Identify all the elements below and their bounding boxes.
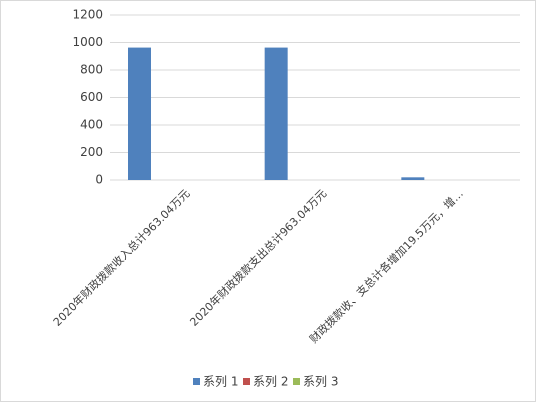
legend-label: 系列 3 [303, 375, 338, 389]
y-tick-label: 200 [80, 145, 103, 159]
legend-label: 系列 2 [253, 375, 288, 389]
y-tick-label: 600 [80, 90, 103, 104]
bar [401, 177, 425, 180]
y-tick-label: 1200 [72, 8, 103, 22]
y-tick-label: 800 [80, 63, 103, 77]
y-tick-label: 0 [95, 173, 103, 187]
legend-label: 系列 1 [203, 375, 238, 389]
legend-swatch [193, 378, 200, 385]
bar [264, 47, 288, 180]
y-tick-label: 400 [80, 118, 103, 132]
y-tick-label: 1000 [72, 35, 103, 49]
legend-swatch [293, 378, 300, 385]
legend-swatch [243, 378, 250, 385]
bar [128, 47, 151, 180]
